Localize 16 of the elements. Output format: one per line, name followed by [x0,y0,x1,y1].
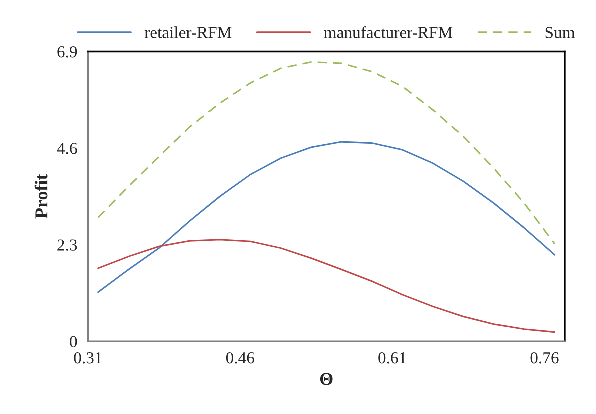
legend-label: retailer-RFM [144,26,232,38]
y-tick-label: 2.3 [58,240,78,251]
line-series [98,61,556,245]
legend-label: manufacturer-RFM [324,26,453,38]
x-tick-label: 0.46 [226,352,254,364]
x-tick-label: 0.61 [378,352,406,364]
legend-label: Sum [546,27,576,38]
y-tick-label: 4.6 [57,143,78,154]
x-axis-title: Θ [320,373,333,386]
line-series [98,239,556,334]
x-tick-label: 0.31 [74,352,102,364]
y-axis-title: Profit [34,174,48,219]
y-tick-label: 6.9 [58,46,78,58]
y-tick-label: 0 [70,336,78,348]
line-series [98,141,556,294]
x-tick-label: 0.76 [530,352,559,364]
